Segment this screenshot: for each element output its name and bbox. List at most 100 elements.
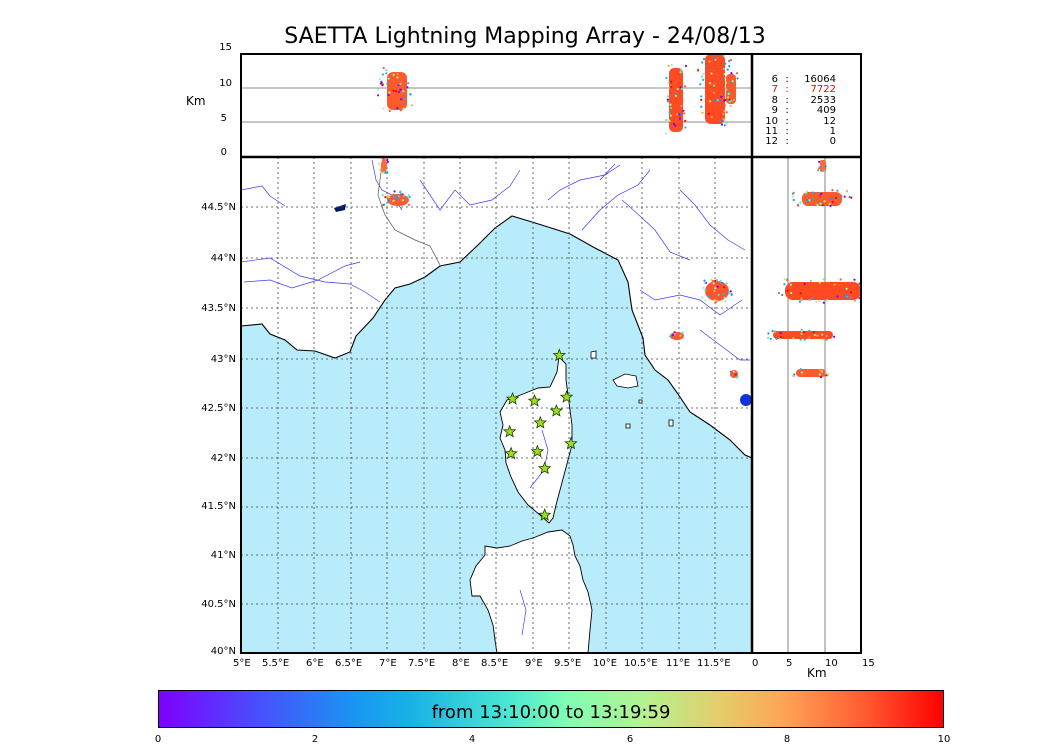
lon-tick: 7.5°E [408, 658, 436, 669]
lightning-source-dot [806, 200, 809, 203]
lightning-source-dot [802, 330, 806, 334]
lightning-source-dot [408, 196, 411, 199]
station-count-count: 1 [829, 126, 836, 138]
lat-tick: 42°N [210, 453, 236, 464]
lightning-source-dot [813, 333, 816, 337]
lightning-source-dot [732, 75, 735, 78]
lightning-source-dot [846, 293, 849, 296]
lightning-source-dot [727, 92, 730, 95]
lightning-source-dot [818, 281, 822, 284]
station-star-icon [533, 415, 548, 429]
station-count-stations: 6 [771, 74, 778, 85]
lightning-source-dot [779, 332, 782, 335]
lightning-source-dot [702, 58, 706, 61]
lightning-source-dot [808, 336, 811, 339]
lightning-source-dot [707, 295, 711, 298]
lightning-source-dot [714, 301, 717, 304]
lightning-source-dot [702, 286, 705, 289]
lightning-source-dot [815, 300, 818, 303]
lightning-source-dot [673, 90, 676, 93]
lightning-source-dot [729, 290, 732, 293]
lightning-source-dot [377, 94, 380, 97]
lightning-source-dot [816, 334, 819, 337]
lightning-source-dot [830, 197, 833, 200]
lightning-source-dot [839, 278, 842, 281]
lightning-source-dot [401, 199, 404, 202]
lightning-source-dot [386, 158, 389, 162]
lightning-source-dot [387, 94, 390, 97]
lightning-source-dot [409, 93, 412, 96]
lightning-source-dot [669, 335, 672, 338]
lightning-source-dot [723, 99, 726, 102]
lightning-source-dot [700, 95, 703, 98]
lightning-source-dot [704, 299, 707, 302]
lightning-source-dot [408, 203, 411, 206]
lightning-source-dot [864, 284, 866, 286]
montecristo-island [638, 399, 643, 404]
lightning-source-dot [399, 82, 402, 85]
lightning-source-dot [790, 291, 793, 295]
lightning-source-dot [821, 338, 824, 341]
lightning-source-dot [775, 330, 778, 333]
elba-island [612, 373, 639, 389]
lightning-source-dot [710, 278, 713, 281]
lightning-source-dot [828, 202, 831, 206]
station-count-stations: 10 [765, 115, 778, 127]
lightning-source-dot [725, 111, 728, 114]
lightning-source-dot [820, 372, 823, 375]
lightning-source-dot [799, 292, 802, 295]
lightning-source-dot [808, 199, 811, 202]
lightning-source-dot [684, 64, 688, 68]
lightning-source-dot [789, 283, 793, 286]
lightning-source-dot [674, 81, 677, 84]
lightning-source-dot [679, 86, 682, 89]
top-panel-y-label: Km [186, 94, 206, 108]
lightning-source-dot [721, 281, 724, 285]
lightning-source-dot [717, 293, 720, 296]
side-panel-x-label: Km [807, 666, 827, 680]
lightning-source-dot [797, 204, 800, 207]
lightning-source-dot [716, 77, 719, 80]
colorbar-tick: 6 [626, 734, 634, 745]
lightning-source-dot [820, 192, 823, 196]
lightning-source-dot [680, 112, 683, 115]
station-count-row: 10: 12 [756, 115, 856, 127]
lightning-source-dot [386, 82, 389, 85]
lat-tick: 40.5°N [201, 599, 236, 610]
lightning-source-dot [853, 299, 857, 302]
colorbar-tick: 0 [154, 734, 162, 745]
lightning-source-dot [730, 293, 733, 296]
lightning-source-dot [397, 195, 400, 198]
map-panel [241, 157, 752, 653]
country-border [377, 164, 441, 266]
lightning-source-dot [407, 82, 410, 85]
lightning-source-dot [678, 113, 681, 116]
lightning-source-dot [775, 337, 778, 340]
lightning-source-dot [668, 111, 671, 114]
lon-tick: 9.5°E [554, 658, 582, 669]
giglio-island [668, 419, 674, 427]
lightning-source-dot [697, 67, 700, 70]
lightning-source-dot [700, 105, 703, 108]
lightning-source-dot [722, 67, 726, 71]
station-count-sep: : [785, 94, 789, 106]
lightning-source-dot [376, 88, 380, 91]
lightning-source-dot [808, 299, 811, 302]
station-count-row: 7: 7722 [756, 84, 856, 95]
lightning-source-dot [798, 300, 802, 303]
lightning-source-dot [723, 124, 726, 127]
station-count-count: 0 [829, 136, 836, 148]
lon-tick: 8°E [452, 658, 470, 669]
lightning-source-dot [716, 285, 719, 288]
lightning-source-dot [712, 84, 716, 87]
lightning-source-dot [724, 81, 728, 84]
lightning-source-dot [722, 118, 725, 121]
lightning-source-dot [388, 109, 391, 113]
station-star-icon [504, 446, 518, 460]
colorbar-tick: 10 [937, 734, 951, 745]
lightning-source-dot [843, 195, 846, 198]
lightning-source-dot [800, 329, 804, 333]
lightning-source-dot [718, 100, 721, 103]
station-count-row: 9: 409 [756, 105, 856, 116]
station-count-stations: 8 [771, 94, 778, 106]
